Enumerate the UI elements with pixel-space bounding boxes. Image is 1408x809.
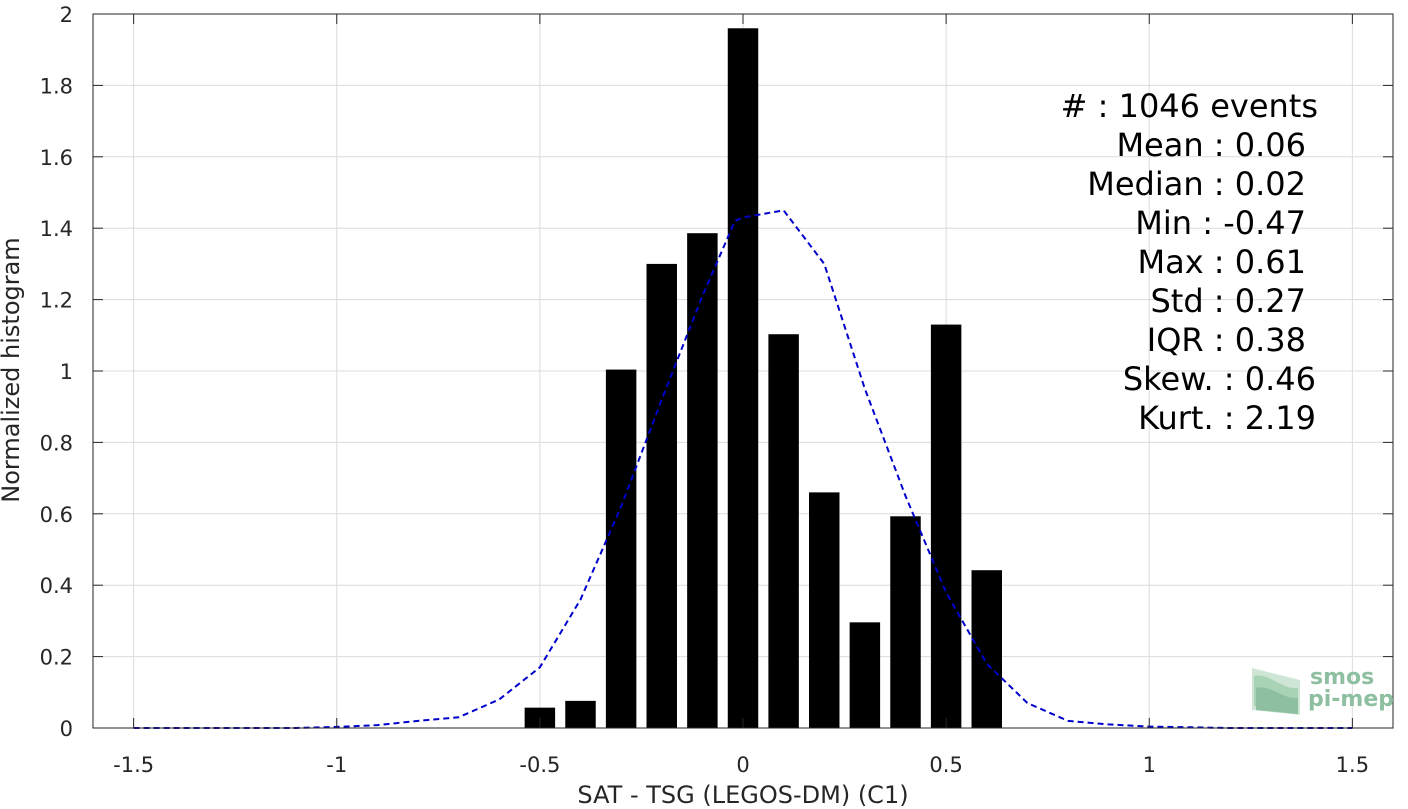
stat-std: Std : 0.27	[1150, 282, 1306, 320]
x-tick-label: 1	[1143, 753, 1156, 777]
stat-iqr: IQR : 0.38	[1147, 321, 1306, 359]
histogram-bar	[890, 516, 921, 728]
histogram-bar	[727, 28, 759, 728]
stat-skew: Skew. : 0.46	[1123, 360, 1316, 398]
y-tick-label: 1.8	[40, 74, 73, 98]
histogram-bar	[849, 622, 881, 728]
histogram-bar	[971, 570, 1002, 728]
smos-pi-mep-logo: smos pi-mep	[1252, 665, 1394, 715]
histogram-bar	[809, 492, 840, 728]
x-tick-label: -1	[326, 753, 347, 777]
x-axis-label: SAT - TSG (LEGOS-DM) (C1)	[577, 781, 908, 809]
histogram-bar	[687, 233, 718, 728]
stat-kurt: Kurt. : 2.19	[1138, 399, 1316, 437]
histogram-bar	[605, 369, 637, 728]
x-tick-label: 1.5	[1336, 753, 1369, 777]
y-tick-label: 0	[60, 717, 73, 741]
x-tick-label: 0	[736, 753, 749, 777]
histogram-bars	[524, 28, 1002, 728]
stats-annotation: # : 1046 events Mean : 0.06 Median : 0.0…	[1061, 87, 1318, 437]
stat-median: Median : 0.02	[1087, 165, 1306, 203]
y-tick-label: 0.4	[40, 574, 73, 598]
y-tick-label: 0.8	[40, 431, 73, 455]
fit-curve-group	[133, 209, 1353, 729]
histogram-bar	[646, 263, 677, 728]
tick-labels: -1.5 -1 -0.5 0 0.5 1 1.5 0 0.2 0.4 0.6 0.8 1 1.2 1.4 1.…	[40, 3, 1369, 777]
stat-mean: Mean : 0.06	[1116, 126, 1306, 164]
y-tick-label: 1.4	[40, 217, 73, 241]
y-tick-label: 0.2	[40, 646, 73, 670]
logo-wave-icon	[1252, 668, 1300, 715]
histogram-bar	[524, 707, 556, 728]
stat-max: Max : 0.61	[1137, 243, 1306, 281]
histogram-bar	[930, 324, 962, 728]
logo-text-pi-mep: pi-mep	[1308, 687, 1394, 712]
y-tick-label: 0.6	[40, 503, 73, 527]
y-tick-label: 1.2	[40, 289, 73, 313]
fit-curve-line	[133, 209, 1353, 729]
stat-min: Min : -0.47	[1135, 204, 1306, 242]
x-tick-label: -0.5	[519, 753, 560, 777]
stat-events: # : 1046 events	[1061, 87, 1318, 125]
logo-text-smos: smos	[1310, 665, 1374, 690]
y-tick-label: 1	[60, 360, 73, 384]
y-axis-label: Normalized histogram	[0, 237, 25, 502]
histogram-bar	[565, 700, 596, 728]
axes	[92, 13, 1394, 729]
x-tick-label: -1.5	[113, 753, 154, 777]
x-tick-label: 0.5	[929, 753, 962, 777]
y-tick-label: 1.6	[40, 146, 73, 170]
y-tick-label: 2	[60, 3, 73, 27]
histogram-bar	[768, 334, 799, 728]
